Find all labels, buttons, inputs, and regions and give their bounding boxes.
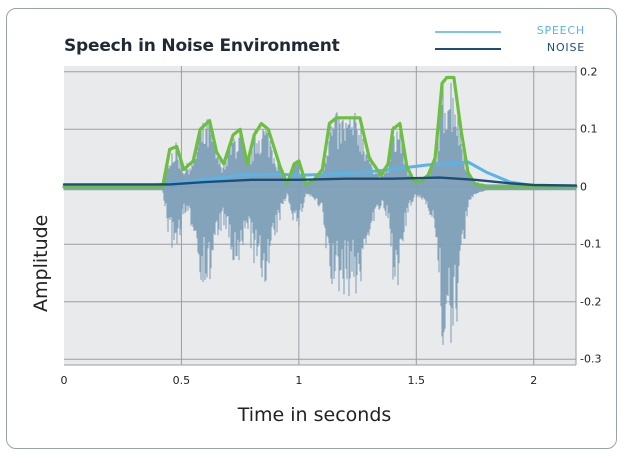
x-tick-label-3: 1.5: [407, 374, 426, 387]
chart-title: Speech in Noise Environment: [64, 36, 340, 56]
y-axis-label: Amplitude: [30, 214, 52, 312]
x-tick-label-1: 0.5: [172, 374, 191, 387]
legend: SPEECH NOISE: [435, 23, 585, 57]
series-line-2: [62, 176, 578, 187]
x-axis-label: Time in seconds: [237, 404, 392, 426]
x-tick-label-2: 1: [295, 374, 303, 387]
y-tick-label-5: -0.3: [580, 352, 602, 366]
legend-label-noise: NOISE: [546, 41, 585, 54]
y-tick-label-2: 0: [580, 180, 587, 194]
series-line-1: [62, 75, 578, 189]
y-tick-label-4: -0.2: [580, 295, 602, 309]
x-tick-label-4: 2: [530, 374, 538, 387]
y-tick-label-3: -0.1: [580, 237, 602, 251]
legend-item-noise: NOISE: [435, 40, 585, 57]
y-tick-label-0: 0.2: [580, 65, 598, 79]
legend-item-speech: SPEECH: [435, 23, 585, 40]
legend-label-speech: SPEECH: [536, 24, 585, 37]
legend-swatch-speech: [435, 31, 501, 33]
y-tick-label-1: 0.1: [580, 122, 598, 136]
series-line-0: [62, 160, 578, 189]
legend-swatch-noise: [435, 48, 501, 50]
x-tick-label-0: 0: [60, 374, 68, 387]
plot-area: [64, 66, 576, 365]
